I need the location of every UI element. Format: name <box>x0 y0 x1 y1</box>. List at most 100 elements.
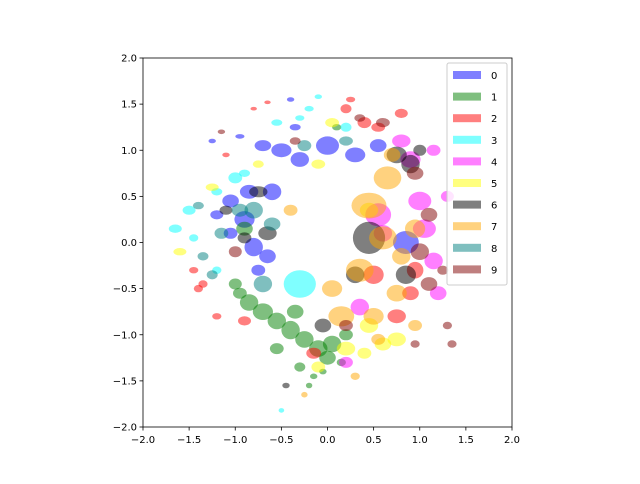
point-series-0-1 <box>254 140 272 152</box>
point-series-0-2 <box>271 143 292 158</box>
point-series-0-10 <box>289 124 301 131</box>
point-series-1-11 <box>339 329 353 341</box>
point-series-5-6 <box>325 118 339 128</box>
y-tick-label: 2.0 <box>121 54 137 65</box>
point-series-1-13 <box>236 221 253 236</box>
point-series-2-11 <box>250 106 257 111</box>
legend-swatch-8 <box>453 243 481 252</box>
point-series-9-7 <box>376 118 390 128</box>
legend-swatch-5 <box>453 179 481 187</box>
point-series-6-9 <box>413 144 427 156</box>
x-tick-label: −1.0 <box>223 435 247 446</box>
point-series-7-6 <box>386 284 407 302</box>
point-series-6-5 <box>249 186 268 198</box>
point-series-3-11 <box>271 119 283 126</box>
point-series-5-11 <box>311 159 326 169</box>
x-tick-label: 1.5 <box>458 435 474 446</box>
point-series-9-13 <box>217 129 226 135</box>
point-series-5-10 <box>252 160 264 168</box>
point-series-8-8 <box>263 217 281 231</box>
legend-label-8: 8 <box>491 244 497 255</box>
point-series-9-9 <box>339 320 353 331</box>
point-series-8-0 <box>192 201 204 210</box>
point-series-0-16 <box>286 97 295 102</box>
legend-label-7: 7 <box>491 222 497 233</box>
point-series-3-0 <box>283 270 316 298</box>
point-series-4-11 <box>339 356 353 368</box>
x-tick-label: −2.0 <box>131 435 155 446</box>
point-series-6-8 <box>282 382 290 389</box>
y-tick-label: −1.0 <box>113 330 137 341</box>
point-series-1-2 <box>252 303 273 321</box>
point-series-2-4 <box>189 267 199 274</box>
scatter-marks <box>168 94 457 413</box>
point-series-1-9 <box>310 373 318 380</box>
point-series-8-7 <box>206 270 218 280</box>
point-series-4-4 <box>429 286 447 301</box>
point-series-3-6 <box>314 94 322 99</box>
point-series-7-10 <box>350 372 360 380</box>
y-tick-label: 1.0 <box>121 146 137 157</box>
legend-label-9: 9 <box>491 265 497 276</box>
point-series-2-15 <box>340 104 352 114</box>
point-series-1-1 <box>239 294 259 311</box>
y-tick-label: 0.5 <box>121 192 137 203</box>
point-series-1-4 <box>281 320 300 340</box>
point-series-1-12 <box>228 278 242 290</box>
point-series-1-14 <box>286 304 304 319</box>
y-tick-label: −1.5 <box>113 376 137 387</box>
x-tick-label: −1.5 <box>177 435 201 446</box>
point-series-5-1 <box>173 248 187 256</box>
point-series-9-2 <box>410 243 429 260</box>
point-series-5-9 <box>357 347 372 359</box>
legend-label-5: 5 <box>491 179 497 190</box>
point-series-3-10 <box>228 172 243 184</box>
point-series-3-13 <box>295 115 305 121</box>
point-series-0-5 <box>222 194 239 208</box>
point-series-7-7 <box>405 219 426 238</box>
legend-label-0: 0 <box>491 71 497 82</box>
point-series-5-0 <box>205 183 219 191</box>
point-series-7-3 <box>346 258 374 282</box>
point-series-7-11 <box>371 333 386 345</box>
point-series-3-8 <box>278 408 285 413</box>
legend-label-1: 1 <box>491 93 497 104</box>
legend-swatch-6 <box>453 200 481 209</box>
y-tick-label: −2.0 <box>113 423 137 434</box>
point-series-7-9 <box>301 391 308 398</box>
point-series-9-5 <box>410 340 420 348</box>
point-series-2-12 <box>306 347 322 359</box>
point-series-7-5 <box>363 308 384 325</box>
point-series-4-1 <box>408 191 432 211</box>
point-series-6-3 <box>395 265 416 284</box>
point-series-0-12 <box>345 147 366 163</box>
point-series-0-15 <box>369 139 387 153</box>
legend-swatch-7 <box>453 222 481 231</box>
legend-label-3: 3 <box>491 136 497 147</box>
point-series-0-11 <box>316 136 339 155</box>
point-series-3-5 <box>304 105 314 112</box>
legend-swatch-4 <box>453 157 481 166</box>
point-series-6-7 <box>219 205 233 215</box>
point-series-8-1 <box>214 227 229 239</box>
point-series-4-7 <box>392 134 411 148</box>
point-series-2-14 <box>193 284 203 293</box>
point-series-0-6 <box>210 210 224 220</box>
point-series-0-3 <box>290 152 309 167</box>
point-series-1-17 <box>269 343 284 355</box>
point-series-3-4 <box>239 169 250 177</box>
legend-swatch-0 <box>453 71 481 79</box>
point-series-1-3 <box>267 312 286 330</box>
point-series-7-2 <box>373 166 402 190</box>
point-series-9-3 <box>420 277 438 291</box>
x-tick-label: 1.0 <box>412 435 428 446</box>
point-series-7-14 <box>283 204 298 216</box>
point-series-1-5 <box>295 331 314 348</box>
point-series-0-19 <box>208 138 216 144</box>
point-series-7-0 <box>351 192 387 219</box>
point-series-8-4 <box>253 275 273 293</box>
point-series-5-8 <box>311 361 326 373</box>
legend-swatch-3 <box>453 135 481 144</box>
point-series-0-9 <box>251 264 266 276</box>
